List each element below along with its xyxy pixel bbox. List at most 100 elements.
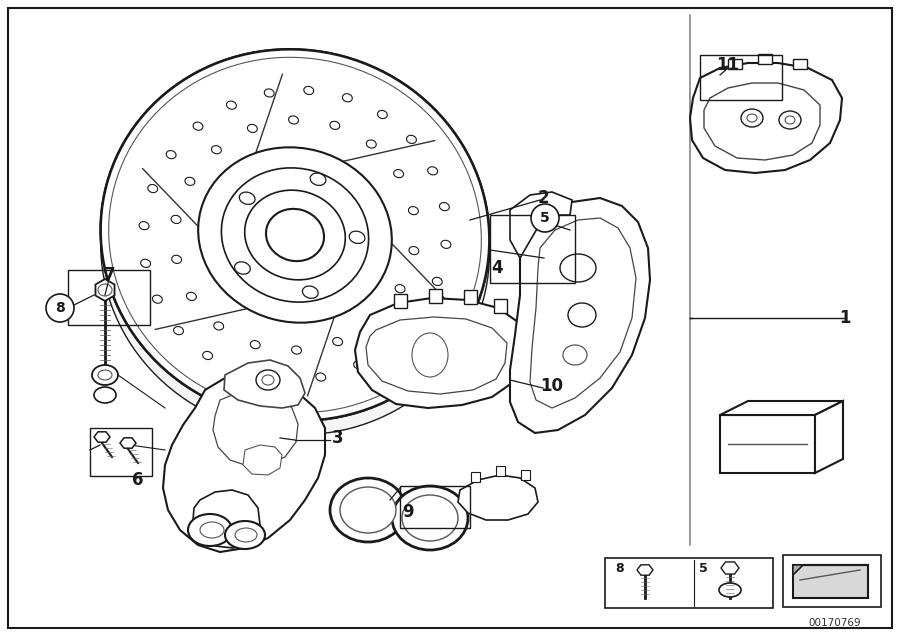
Ellipse shape: [330, 478, 406, 542]
Text: 6: 6: [132, 471, 144, 489]
Ellipse shape: [432, 277, 442, 286]
Ellipse shape: [140, 259, 150, 268]
Ellipse shape: [265, 89, 274, 97]
Ellipse shape: [140, 221, 149, 230]
Ellipse shape: [174, 326, 184, 335]
Ellipse shape: [172, 255, 182, 263]
Ellipse shape: [393, 170, 403, 177]
Ellipse shape: [412, 333, 448, 377]
Ellipse shape: [262, 375, 274, 385]
Ellipse shape: [109, 57, 482, 413]
Ellipse shape: [289, 116, 299, 124]
Ellipse shape: [747, 114, 757, 122]
Ellipse shape: [414, 311, 424, 319]
Text: 2: 2: [537, 189, 549, 207]
Text: 4: 4: [491, 259, 503, 277]
Ellipse shape: [221, 168, 369, 302]
Ellipse shape: [409, 247, 419, 254]
Text: 9: 9: [402, 503, 414, 521]
Bar: [605, 558, 773, 608]
Bar: [490, 215, 575, 283]
Ellipse shape: [235, 528, 257, 542]
Ellipse shape: [304, 86, 314, 95]
Polygon shape: [690, 63, 842, 173]
Circle shape: [46, 294, 74, 322]
Ellipse shape: [377, 111, 387, 118]
Ellipse shape: [198, 148, 392, 322]
Ellipse shape: [98, 370, 112, 380]
Polygon shape: [793, 565, 868, 598]
Ellipse shape: [171, 216, 181, 223]
Ellipse shape: [227, 101, 237, 109]
Bar: [783, 555, 881, 607]
Text: 8: 8: [616, 562, 625, 574]
Text: 1: 1: [839, 309, 850, 327]
Polygon shape: [530, 218, 636, 408]
Ellipse shape: [563, 345, 587, 365]
Ellipse shape: [342, 93, 352, 102]
Ellipse shape: [92, 365, 118, 385]
Ellipse shape: [98, 284, 112, 296]
Ellipse shape: [238, 368, 248, 377]
Ellipse shape: [719, 583, 741, 597]
Ellipse shape: [235, 262, 250, 274]
Polygon shape: [704, 83, 820, 160]
Bar: [700, 55, 782, 100]
Ellipse shape: [316, 373, 326, 381]
Ellipse shape: [428, 167, 437, 175]
Ellipse shape: [409, 207, 419, 215]
Ellipse shape: [256, 370, 280, 390]
Polygon shape: [193, 490, 260, 548]
Ellipse shape: [741, 109, 763, 127]
Text: 00170769: 00170769: [809, 618, 861, 628]
Ellipse shape: [395, 284, 405, 293]
Ellipse shape: [302, 286, 319, 298]
Polygon shape: [815, 401, 843, 473]
Ellipse shape: [266, 209, 324, 261]
Ellipse shape: [779, 111, 801, 129]
Polygon shape: [95, 279, 114, 301]
Ellipse shape: [225, 521, 265, 549]
Bar: [728, 59, 742, 69]
Bar: [68, 270, 150, 325]
Text: 11: 11: [716, 56, 740, 74]
Ellipse shape: [276, 375, 286, 384]
Ellipse shape: [148, 184, 157, 193]
Bar: [720, 415, 815, 473]
Ellipse shape: [785, 116, 795, 124]
Ellipse shape: [439, 202, 449, 211]
Ellipse shape: [354, 361, 364, 369]
Ellipse shape: [369, 316, 379, 324]
Ellipse shape: [101, 64, 490, 434]
Ellipse shape: [392, 486, 468, 550]
Ellipse shape: [248, 125, 257, 132]
Ellipse shape: [200, 522, 224, 538]
Text: 5: 5: [698, 562, 707, 574]
Polygon shape: [120, 438, 136, 448]
Polygon shape: [243, 445, 282, 475]
Ellipse shape: [214, 322, 223, 330]
Text: 10: 10: [541, 377, 563, 395]
Bar: [793, 59, 807, 69]
Polygon shape: [637, 565, 653, 575]
Ellipse shape: [188, 514, 232, 546]
Polygon shape: [510, 198, 650, 433]
Ellipse shape: [166, 151, 176, 159]
Ellipse shape: [333, 338, 343, 345]
Ellipse shape: [330, 121, 339, 130]
Circle shape: [531, 204, 559, 232]
Ellipse shape: [310, 173, 326, 186]
Ellipse shape: [250, 340, 260, 349]
Ellipse shape: [239, 192, 255, 204]
Ellipse shape: [109, 57, 482, 413]
Polygon shape: [163, 375, 325, 552]
Bar: [394, 294, 407, 308]
Ellipse shape: [340, 487, 396, 533]
Ellipse shape: [202, 352, 212, 359]
Ellipse shape: [101, 50, 490, 420]
Text: 3: 3: [332, 429, 344, 447]
Polygon shape: [510, 192, 572, 258]
Text: 7: 7: [104, 266, 116, 284]
Ellipse shape: [407, 135, 417, 144]
Ellipse shape: [366, 140, 376, 148]
